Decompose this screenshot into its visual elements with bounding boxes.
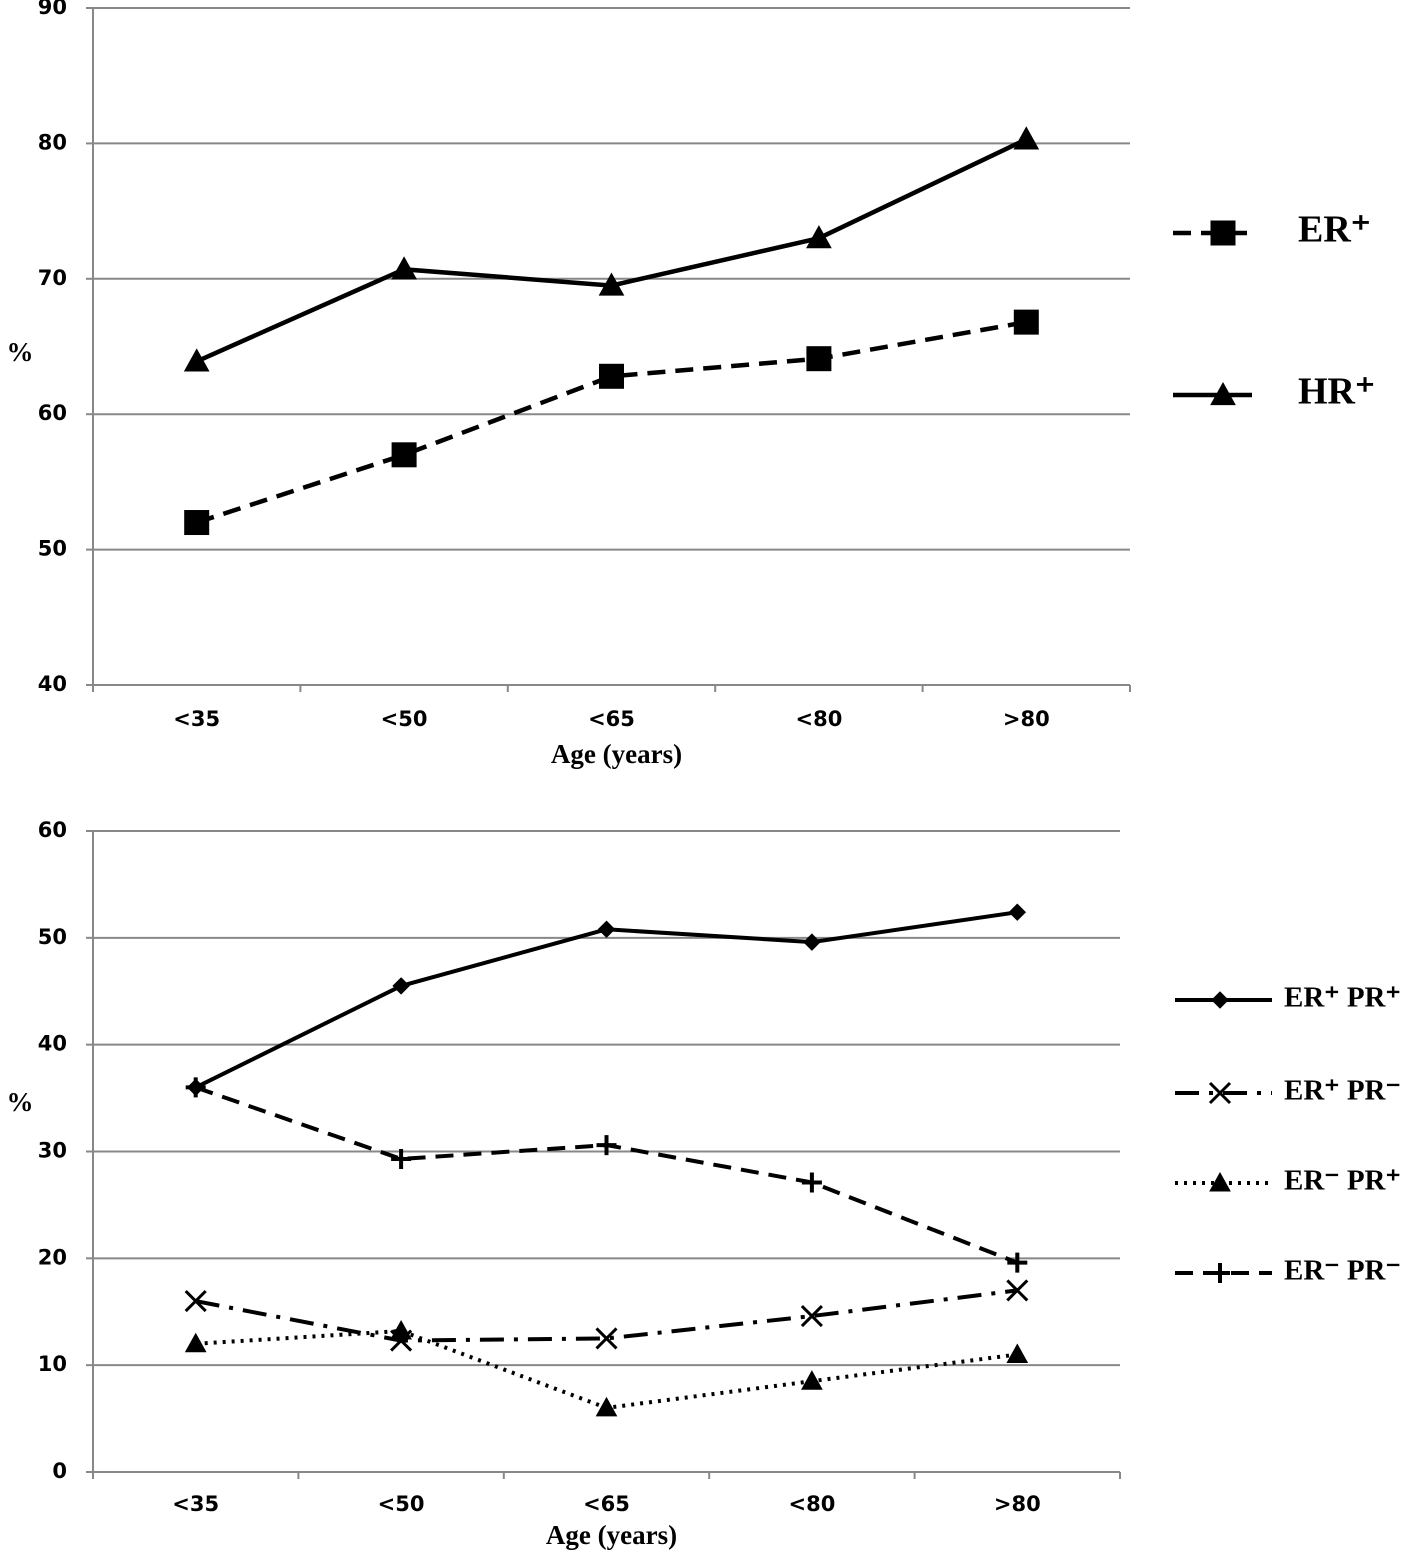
y-axis-title: % [7, 1087, 34, 1117]
x-tick-label: <80 [795, 707, 842, 731]
marker [595, 1396, 618, 1417]
x-tick-label: <65 [583, 1492, 630, 1516]
series-line [195, 1328, 1018, 1410]
y-tick-label: 70 [38, 266, 67, 290]
marker [1210, 1263, 1230, 1283]
marker [599, 363, 624, 389]
x-axis-title: Age (years) [546, 1520, 677, 1550]
marker [1006, 1279, 1029, 1302]
legend-label: ER⁻ PR⁺ [1284, 1165, 1401, 1197]
marker [391, 1148, 412, 1169]
y-tick-label: 30 [38, 1139, 67, 1163]
marker [806, 225, 832, 249]
legend-label: ER⁺ PR⁻ [1284, 1075, 1401, 1107]
legend-label: HR⁺ [1298, 371, 1375, 413]
marker [1208, 1081, 1232, 1105]
marker [185, 1077, 206, 1098]
x-tick-label: >80 [1003, 707, 1050, 731]
marker [184, 510, 210, 536]
legend-label: ER⁻ PR⁻ [1284, 1255, 1401, 1287]
marker [1006, 1343, 1029, 1363]
legend-label: ER⁺ PR⁺ [1284, 982, 1401, 1014]
marker [597, 920, 616, 938]
marker [1210, 220, 1236, 246]
x-tick-label: <35 [173, 707, 220, 731]
marker [1008, 903, 1027, 921]
y-tick-label: 0 [52, 1459, 67, 1483]
marker [595, 1327, 618, 1350]
x-tick-label: <50 [381, 707, 428, 731]
marker [1013, 309, 1039, 335]
marker [391, 256, 417, 280]
marker [1013, 126, 1040, 150]
y-tick-label: 90 [38, 0, 67, 19]
series-line [195, 1085, 1019, 1265]
marker [1210, 381, 1236, 406]
y-tick-label: 80 [38, 130, 67, 154]
series-line [195, 1288, 1018, 1343]
marker [184, 1290, 207, 1313]
marker [391, 442, 417, 468]
x-tick-label: >80 [994, 1492, 1041, 1516]
marker [392, 977, 410, 995]
marker [183, 348, 210, 372]
y-tick-label: 60 [38, 818, 67, 842]
marker [596, 1135, 617, 1156]
x-tick-label: <35 [172, 1492, 219, 1516]
marker [184, 1332, 207, 1353]
marker [1007, 1252, 1028, 1273]
marker [801, 1370, 823, 1390]
series-line [196, 319, 1027, 525]
marker [800, 1304, 823, 1328]
y-tick-label: 50 [38, 925, 67, 949]
y-tick-label: 10 [38, 1352, 67, 1376]
series-line [195, 137, 1028, 364]
y-axis-title: % [7, 337, 34, 367]
y-tick-label: 20 [38, 1245, 67, 1269]
y-tick-label: 50 [38, 537, 67, 561]
marker [1211, 991, 1229, 1009]
marker [390, 1319, 412, 1340]
x-tick-label: <80 [788, 1492, 835, 1516]
y-tick-label: 40 [38, 672, 67, 696]
x-tick-label: <65 [588, 707, 635, 731]
y-tick-label: 40 [38, 1032, 67, 1056]
marker [803, 933, 821, 951]
legend-label: ER⁺ [1298, 209, 1371, 251]
marker [1209, 1171, 1231, 1192]
marker [598, 272, 625, 296]
marker [801, 1172, 822, 1193]
y-tick-label: 60 [38, 401, 67, 425]
x-axis-title: Age (years) [551, 739, 682, 769]
x-tick-label: <50 [378, 1492, 425, 1516]
marker [806, 346, 832, 372]
